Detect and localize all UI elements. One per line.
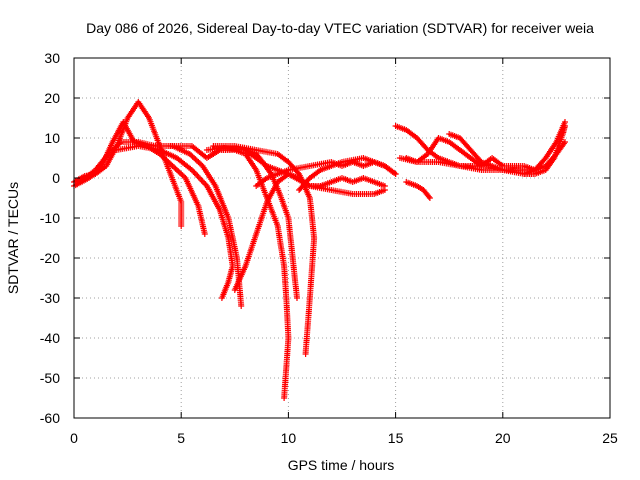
series-track-12: [403, 179, 433, 201]
series-track-2: [71, 119, 208, 237]
series-markers: [521, 123, 568, 177]
x-tick-label: 15: [388, 430, 404, 446]
series-markers: [71, 99, 185, 229]
series-markers: [77, 139, 245, 309]
y-tick-label: -40: [40, 330, 60, 346]
x-axis-label: GPS time / hours: [288, 457, 395, 473]
series-track-5: [167, 143, 292, 401]
series-track-3: [77, 139, 245, 309]
series-markers: [167, 143, 292, 401]
series-markers: [403, 135, 538, 173]
series-track-11: [242, 147, 388, 197]
data-points: [71, 99, 568, 401]
y-tick-label: 10: [44, 130, 60, 146]
grid: [74, 58, 610, 418]
series-markers: [403, 179, 433, 201]
series-markers: [210, 143, 318, 357]
x-tick-label: 25: [602, 430, 618, 446]
y-tick-label: -50: [40, 370, 60, 386]
x-tick-label: 0: [70, 430, 78, 446]
y-tick-label: -60: [40, 410, 60, 426]
y-axis-label: SDTVAR / TECUs: [5, 182, 21, 294]
y-tick-label: -20: [40, 250, 60, 266]
y-tick-label: -10: [40, 210, 60, 226]
series-track-14: [403, 135, 538, 173]
series-track-17: [521, 123, 568, 177]
chart-title: Day 086 of 2026, Sidereal Day-to-day VTE…: [86, 20, 594, 36]
series-markers: [242, 147, 388, 197]
series-markers: [113, 143, 236, 301]
series-track-4: [113, 143, 236, 301]
y-tick-label: 20: [44, 90, 60, 106]
series-markers: [71, 119, 208, 237]
ticks: 0 5 10 15 20 25 -60 -50 -40 -30 -20 -10 0 10 20 30: [40, 50, 618, 446]
y-tick-label: -30: [40, 290, 60, 306]
y-tick-label: 30: [44, 50, 60, 66]
series-track-1: [71, 99, 185, 229]
y-tick-label: 0: [52, 170, 60, 186]
x-tick-label: 10: [281, 430, 297, 446]
x-tick-label: 20: [495, 430, 511, 446]
x-tick-label: 5: [177, 430, 185, 446]
series-track-7: [210, 143, 318, 357]
plot-frame: [73, 57, 611, 419]
